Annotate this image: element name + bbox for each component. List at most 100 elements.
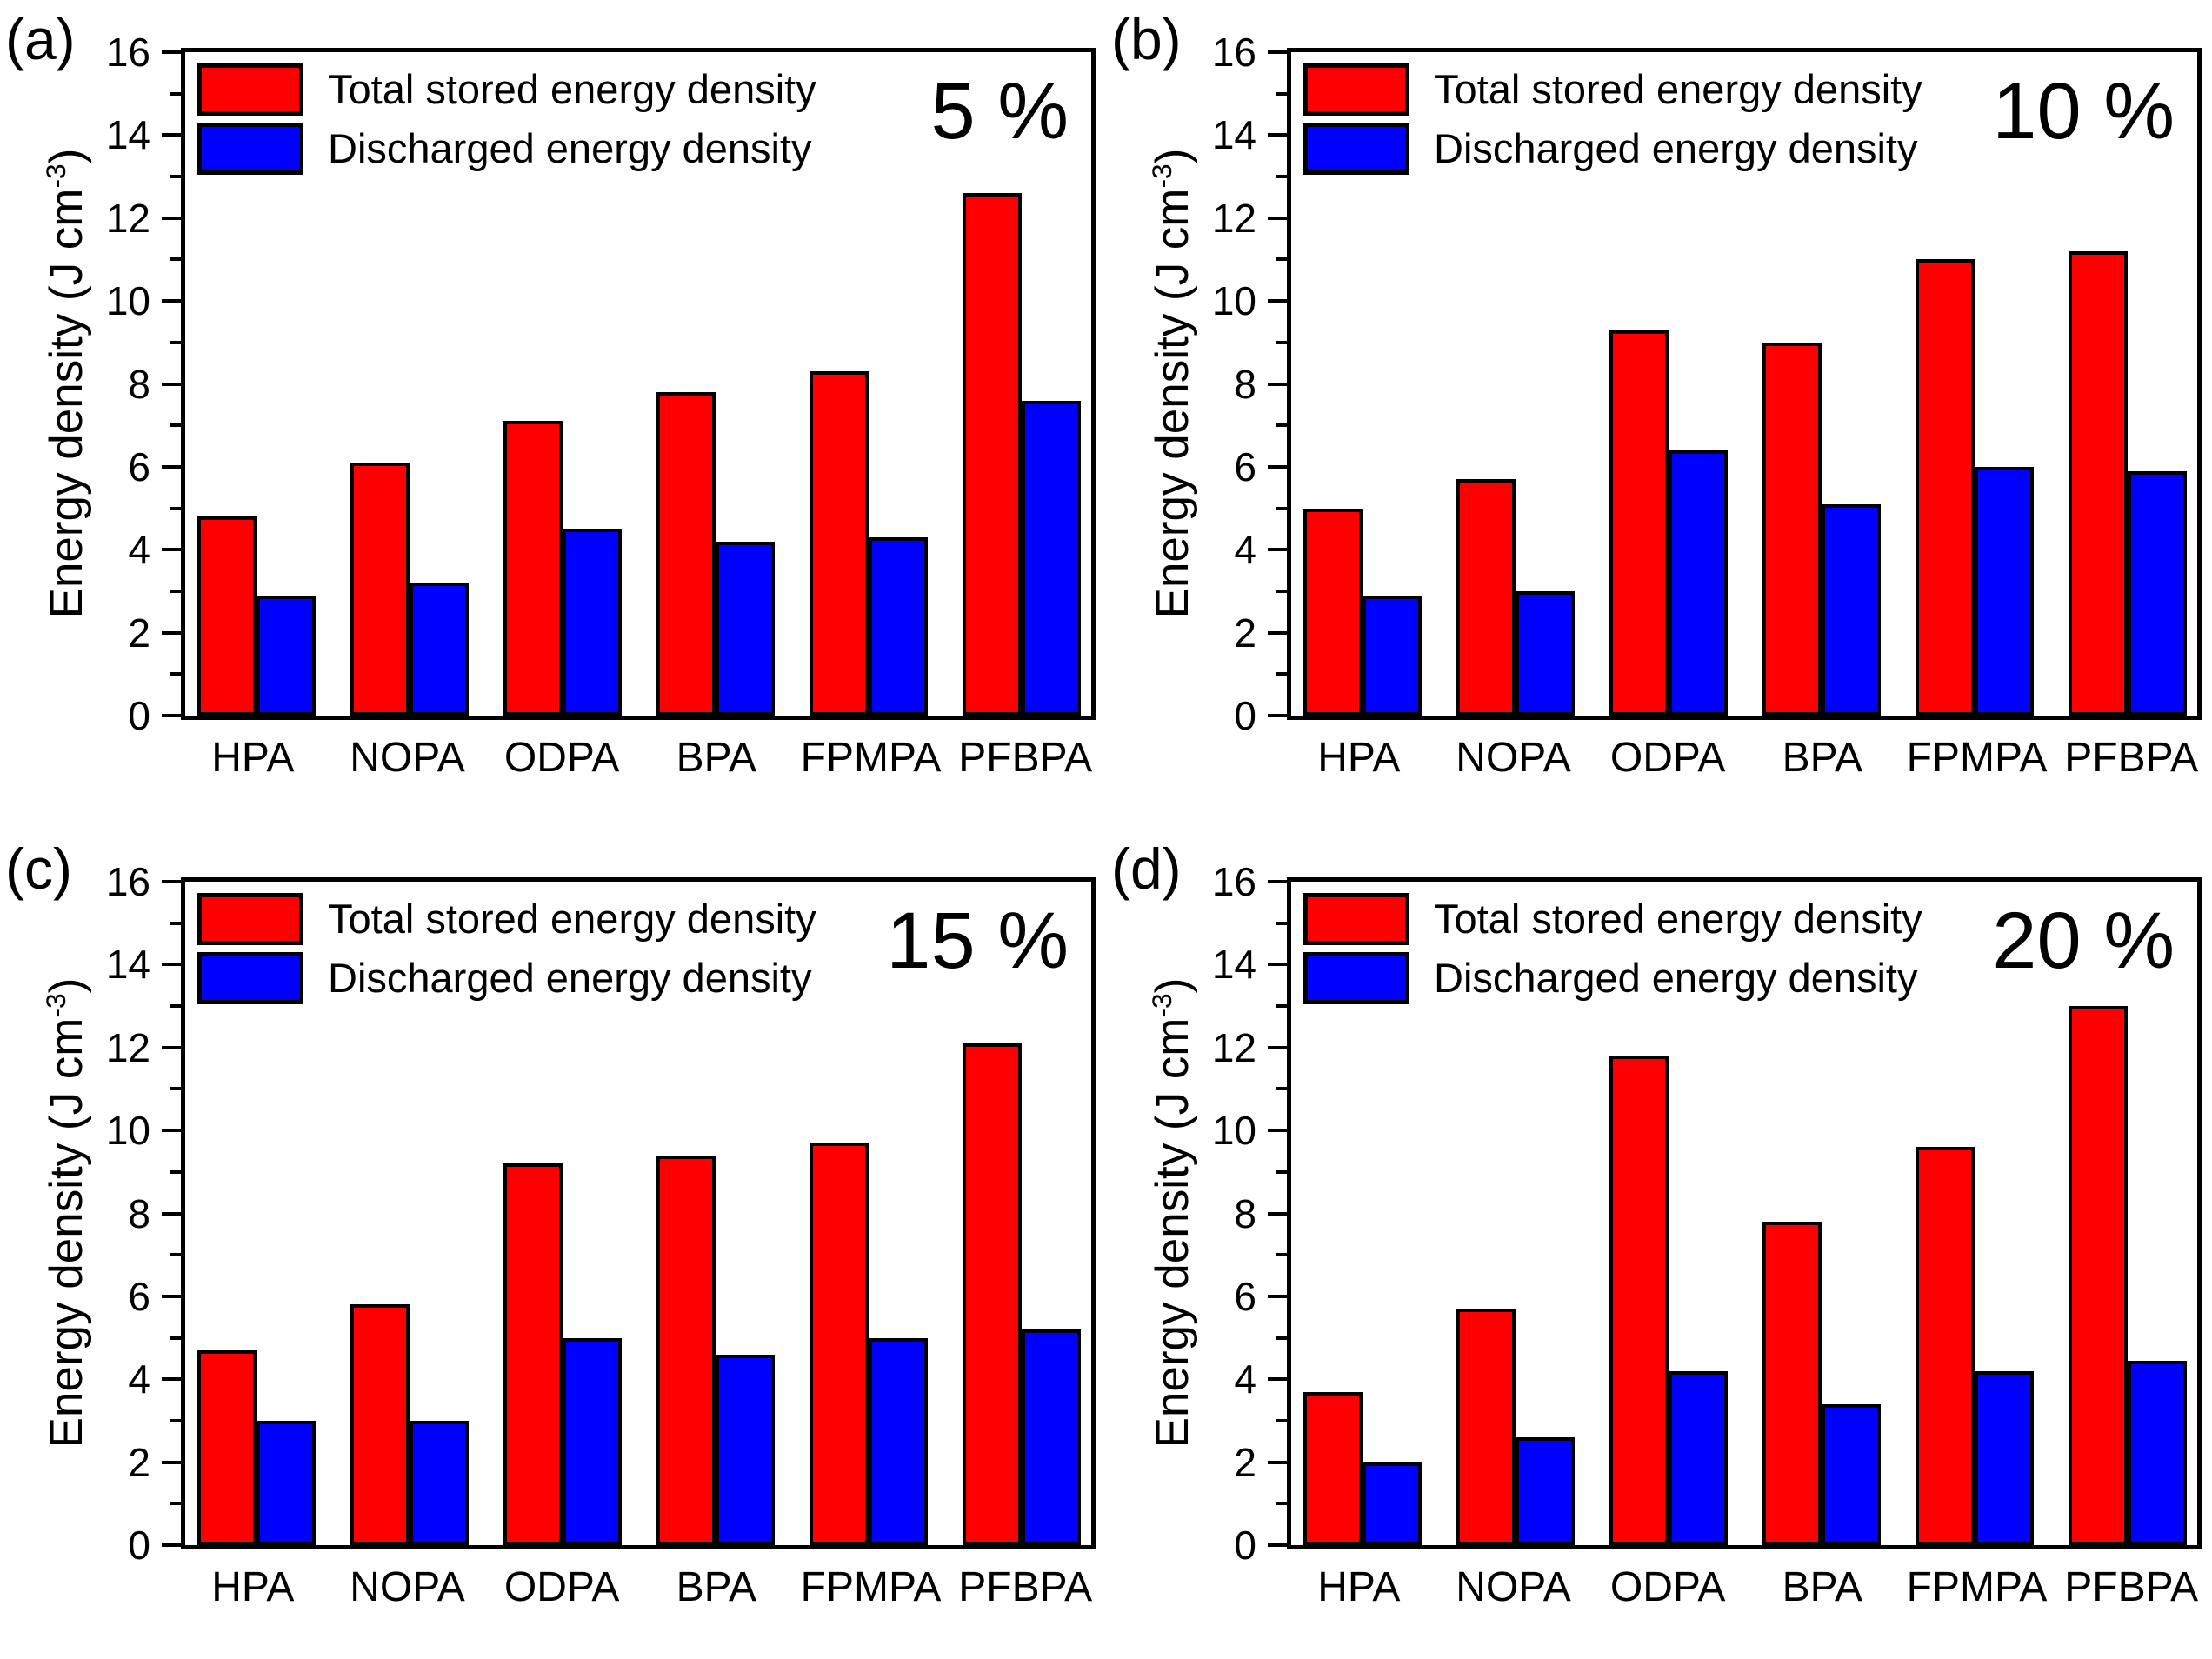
- legend-label-total: Total stored energy density: [1434, 66, 1922, 113]
- y-major-tick: [1268, 1377, 1288, 1382]
- legend-label-discharged: Discharged energy density: [328, 955, 812, 1002]
- legend-item-total: Total stored energy density: [1303, 63, 1922, 116]
- legend-item-total: Total stored energy density: [197, 893, 816, 945]
- y-minor-tick: [170, 921, 182, 925]
- y-minor-tick: [170, 1253, 182, 1257]
- y-minor-tick: [170, 506, 182, 510]
- legend-label-discharged: Discharged energy density: [1434, 125, 1918, 172]
- y-axis-label-close: ): [40, 148, 92, 164]
- y-minor-tick: [1276, 175, 1288, 179]
- bar-total-bpa: [656, 392, 716, 716]
- filler-percent-annotation: 20 %: [1992, 896, 2175, 985]
- panel-tag-b: (b): [1111, 7, 1182, 71]
- x-category-label-pfbpa: PFBPA: [958, 735, 1093, 781]
- bar-discharged-bpa: [715, 541, 776, 716]
- y-major-tick: [1268, 880, 1288, 883]
- y-major-tick: [162, 1543, 182, 1547]
- y-tick-label: 10: [1211, 1108, 1256, 1154]
- y-tick-label: 14: [105, 112, 150, 158]
- y-major-tick: [162, 133, 182, 137]
- y-tick-label: 6: [1234, 1273, 1256, 1319]
- y-tick-label: 2: [128, 1439, 150, 1485]
- y-tick-label: 12: [105, 195, 150, 241]
- y-major-tick: [162, 382, 182, 386]
- x-category-label-hpa: HPA: [211, 735, 295, 781]
- x-category-label-pfbpa: PFBPA: [2064, 1564, 2199, 1610]
- x-axis-labels: HPA NOPA ODPA BPA FPMPA PFBPA: [181, 1562, 1096, 1622]
- y-tick-label: 2: [1234, 1439, 1256, 1485]
- y-minor-tick: [1276, 1502, 1288, 1506]
- bar-discharged-pfbpa: [1021, 1329, 1081, 1545]
- bar-total-pfbpa: [2068, 250, 2128, 716]
- y-tick-label: 4: [1234, 527, 1256, 573]
- y-axis-label-text: Energy density (J cm: [1146, 188, 1198, 619]
- y-minor-tick: [170, 672, 182, 676]
- y-major-tick: [1268, 299, 1288, 303]
- y-axis-label-close: ): [1146, 977, 1198, 994]
- y-tick-label: 12: [105, 1024, 150, 1070]
- y-minor-tick: [1276, 423, 1288, 428]
- y-major-tick: [162, 714, 182, 717]
- bar-discharged-hpa: [257, 1420, 316, 1545]
- bar-discharged-fpmpa: [868, 536, 928, 716]
- y-tick-label: 8: [1234, 361, 1256, 407]
- y-tick-label: 8: [128, 361, 150, 407]
- bar-total-odpa: [1609, 1056, 1669, 1545]
- y-axis-label-close: ): [40, 977, 92, 994]
- legend-swatch-red: [1303, 63, 1409, 116]
- legend-swatch-blue: [197, 123, 303, 175]
- bar-discharged-odpa: [1668, 450, 1729, 716]
- y-tick-label: 4: [128, 1356, 150, 1402]
- y-tick-label: 6: [128, 1273, 150, 1319]
- y-major-tick: [1268, 216, 1288, 220]
- y-major-tick: [1268, 1045, 1288, 1049]
- y-major-tick: [1268, 1211, 1288, 1216]
- x-category-label-bpa: BPA: [676, 1564, 757, 1610]
- y-major-tick: [162, 1129, 182, 1133]
- y-axis-ticks: 0 2 4 6 8 10 12 14 16: [1212, 862, 2197, 1565]
- filler-percent-annotation: 5 %: [930, 67, 1069, 156]
- legend-label-total: Total stored energy density: [328, 896, 816, 943]
- bar-total-odpa: [503, 421, 563, 716]
- y-minor-tick: [1276, 1169, 1288, 1174]
- panel-a: (a) Energy density (J cm-3) 0 2 4 6 8 10 12 14 1…: [0, 0, 1106, 830]
- y-axis-label: Energy density (J cm-3): [1146, 977, 1198, 1449]
- legend-swatch-red: [1303, 893, 1409, 945]
- y-tick-label: 10: [1211, 278, 1256, 324]
- x-category-label-fpmpa: FPMPA: [800, 735, 942, 781]
- y-axis-label-superscript: -3: [1146, 993, 1178, 1018]
- bar-total-hpa: [1303, 508, 1363, 716]
- y-tick-label: 12: [1211, 1024, 1256, 1070]
- filler-percent-annotation: 15 %: [886, 896, 1069, 985]
- y-tick-label: 16: [1211, 859, 1256, 904]
- y-minor-tick: [170, 91, 182, 96]
- x-category-label-nopa: NOPA: [350, 1564, 465, 1610]
- y-tick-label: 0: [1234, 693, 1256, 738]
- legend-item-discharged: Discharged energy density: [1303, 123, 1922, 175]
- bars-container: [185, 882, 1091, 1545]
- panel-c: (c) Energy density (J cm-3) 0 2 4 6 8 10 12 14 1…: [0, 830, 1106, 1659]
- legend-item-discharged: Discharged energy density: [1303, 952, 1922, 1004]
- bar-total-bpa: [1762, 342, 1822, 716]
- y-tick-label: 0: [1234, 1522, 1256, 1568]
- y-tick-label: 8: [128, 1190, 150, 1236]
- legend: Total stored energy density Discharged e…: [197, 63, 816, 182]
- bar-discharged-odpa: [1668, 1370, 1729, 1545]
- bar-discharged-fpmpa: [868, 1337, 928, 1545]
- bar-total-fpmpa: [809, 1143, 869, 1545]
- y-axis-label: Energy density (J cm-3): [1146, 149, 1198, 619]
- plot-area-c: 0 2 4 6 8 10 12 14 16 Total stored energy densit…: [106, 862, 1096, 1565]
- y-tick-label: 4: [1234, 1356, 1256, 1402]
- y-axis-ticks: 0 2 4 6 8 10 12 14 16: [106, 32, 1091, 736]
- y-tick-label: 16: [105, 859, 150, 904]
- legend-swatch-blue: [1303, 123, 1409, 175]
- plot-area-b: 0 2 4 6 8 10 12 14 16 Total stored energy densit…: [1212, 32, 2202, 736]
- legend-item-total: Total stored energy density: [197, 63, 816, 116]
- bar-discharged-bpa: [1821, 1403, 1882, 1545]
- y-tick-label: 2: [128, 610, 150, 656]
- y-tick-label: 12: [1211, 195, 1256, 241]
- bar-discharged-pfbpa: [2127, 1360, 2187, 1545]
- legend-swatch-blue: [1303, 952, 1409, 1004]
- y-major-tick: [1268, 382, 1288, 386]
